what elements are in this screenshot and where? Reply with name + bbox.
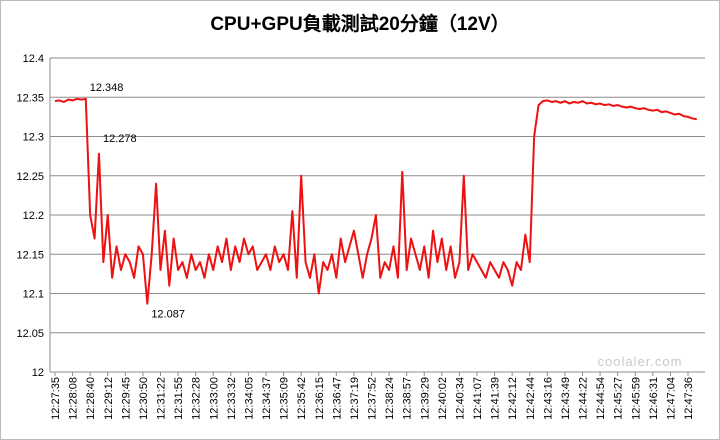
x-tick-label: 12:35:42	[296, 377, 308, 420]
x-tick-label: 12:34:37	[261, 377, 273, 420]
y-tick-label: 12.25	[16, 171, 44, 183]
y-tick-label: 12.35	[16, 92, 44, 104]
line	[54, 97, 697, 305]
x-tick-label: 12:28:40	[85, 377, 97, 420]
y-tick-label: 12.05	[16, 328, 44, 340]
x-tick-label: 12:41:07	[472, 377, 484, 420]
x-tick-label: 12:31:55	[173, 377, 185, 420]
x-tick-label: 12:43:49	[560, 377, 572, 420]
data-label: 12.087	[151, 309, 185, 321]
watermark: coolaler.com	[598, 354, 683, 369]
x-tick-label: 12:45:27	[613, 377, 625, 420]
data-label: 12.278	[103, 133, 137, 145]
x-tick-label: 12:27:35	[50, 377, 62, 420]
x-tick-label: 12:39:29	[419, 377, 431, 420]
x-tick-label: 12:40:02	[437, 377, 449, 420]
x-tick-label: 12:31:22	[156, 377, 168, 420]
y-tick-label: 12.4	[23, 53, 44, 65]
x-tick-label: 12:42:12	[507, 377, 519, 420]
y-tick-label: 12	[32, 367, 44, 379]
x-tick-label: 12:30:50	[138, 377, 150, 420]
y-tick-label: 12.2	[23, 210, 44, 222]
x-tick-label: 12:44:54	[595, 377, 607, 420]
x-tick-label: 12:42:44	[525, 377, 537, 420]
x-tick-label: 12:47:04	[665, 377, 677, 420]
chart-title: CPU+GPU負載測試20分鐘（12V）	[210, 12, 509, 35]
x-tick-label: 12:37:19	[349, 377, 361, 420]
x-tick-label: 12:36:15	[314, 377, 326, 420]
x-tick-label: 12:38:57	[402, 377, 414, 420]
x-tick-label: 12:41:39	[490, 377, 502, 420]
x-tick-label: 12:29:45	[120, 377, 132, 420]
y-tick-label: 12.3	[23, 132, 44, 144]
x-tick-label: 12:38:24	[384, 377, 396, 420]
x-tick-label: 12:44:22	[578, 377, 590, 420]
x-tick-label: 12:35:09	[279, 377, 291, 420]
x-tick-label: 12:28:08	[68, 377, 80, 420]
y-tick-label: 12.1	[23, 289, 44, 301]
x-tick-label: 12:33:32	[226, 377, 238, 420]
x-tick-label: 12:40:34	[454, 377, 466, 420]
x-tick-label: 12:29:12	[103, 377, 115, 420]
x-tick-label: 12:43:16	[542, 377, 554, 420]
y-tick-label: 12.15	[16, 249, 44, 261]
x-tick-label: 12:33:00	[208, 377, 220, 420]
x-tick-label: 12:36:47	[331, 377, 343, 420]
x-tick-label: 12:34:05	[243, 377, 255, 420]
data-label: 12.348	[90, 82, 124, 94]
x-tick-label: 12:45:59	[630, 377, 642, 420]
x-tick-label: 12:46:31	[648, 377, 660, 420]
x-tick-label: 12:37:52	[367, 377, 379, 420]
x-tick-label: 12:32:28	[191, 377, 203, 420]
x-tick-label: 12:47:36	[683, 377, 695, 420]
